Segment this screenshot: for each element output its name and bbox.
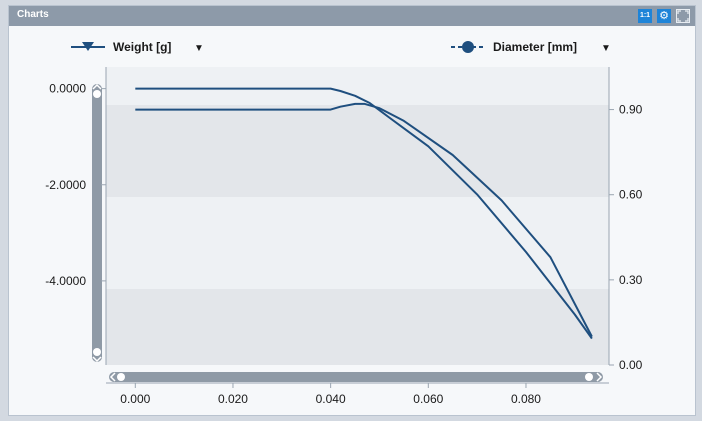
series-lines bbox=[135, 87, 593, 340]
y-right-tick-label: 0.90 bbox=[619, 103, 643, 117]
scroll-handle-right[interactable] bbox=[585, 373, 593, 381]
chevron-up-icon[interactable] bbox=[92, 83, 102, 90]
gear-icon[interactable]: ⚙ bbox=[657, 9, 671, 23]
window-title: Charts bbox=[17, 9, 49, 20]
legend-diameter-dropdown[interactable]: ▼ bbox=[601, 43, 611, 54]
y-right-tick-label: 0.30 bbox=[619, 273, 643, 287]
scroll-handle-top[interactable] bbox=[93, 90, 101, 98]
x-tick-label: 0.000 bbox=[120, 392, 150, 406]
y-left-tick-label: -4.0000 bbox=[45, 274, 86, 288]
scroll-handle-bottom[interactable] bbox=[93, 348, 101, 356]
x-tick-label: 0.020 bbox=[218, 392, 248, 406]
y-right-tick-label: 0.00 bbox=[619, 358, 643, 372]
legend-weight-dropdown[interactable]: ▼ bbox=[194, 43, 204, 54]
x-tick-label: 0.060 bbox=[413, 392, 443, 406]
legend-diameter[interactable]: Diameter [mm] ▼ bbox=[451, 40, 611, 54]
chart-panel: Weight [g] ▼ Diameter [mm] ▼ 0.0000 -2.00… bbox=[9, 26, 695, 415]
circle-marker-icon bbox=[462, 41, 474, 53]
x-tick-labels: 0.000 0.020 0.040 0.060 0.080 bbox=[120, 383, 541, 406]
plot-band bbox=[106, 105, 609, 197]
triangle-down-marker-icon bbox=[82, 42, 94, 51]
chevron-left-icon[interactable] bbox=[109, 372, 116, 382]
y-right-tick-label: 0.60 bbox=[619, 188, 643, 202]
chevron-right-icon[interactable] bbox=[596, 372, 603, 382]
y-right-tick-labels: 0.90 0.60 0.30 0.00 bbox=[609, 103, 643, 372]
vertical-scrollbar[interactable] bbox=[92, 83, 102, 363]
x-tick-label: 0.080 bbox=[511, 392, 541, 406]
chevron-down-icon[interactable] bbox=[92, 356, 102, 363]
series-weight-line bbox=[135, 87, 593, 340]
line-chart: Weight [g] ▼ Diameter [mm] ▼ 0.0000 -2.00… bbox=[45, 40, 643, 406]
series-diameter-line bbox=[135, 102, 593, 338]
x-tick-label: 0.040 bbox=[316, 392, 346, 406]
one-to-one-button[interactable]: 1:1 bbox=[638, 9, 652, 23]
legend-diameter-label: Diameter [mm] bbox=[493, 40, 577, 54]
plot-band bbox=[106, 197, 609, 289]
legend-weight[interactable]: Weight [g] ▼ bbox=[71, 40, 204, 54]
plot-band-top bbox=[106, 67, 609, 105]
plot-band bbox=[106, 289, 609, 365]
scroll-handle-left[interactable] bbox=[117, 373, 125, 381]
horizontal-scrollbar[interactable] bbox=[109, 372, 603, 382]
legend-weight-label: Weight [g] bbox=[113, 40, 171, 54]
y-left-tick-label: -2.0000 bbox=[45, 178, 86, 192]
fullscreen-icon[interactable] bbox=[676, 9, 690, 23]
y-left-tick-label: 0.0000 bbox=[49, 82, 86, 96]
y-left-tick-labels: 0.0000 -2.0000 -4.0000 bbox=[45, 82, 106, 288]
window-titlebar: Charts 1:1 ⚙ bbox=[9, 6, 695, 26]
charts-window: Charts 1:1 ⚙ bbox=[8, 5, 696, 416]
